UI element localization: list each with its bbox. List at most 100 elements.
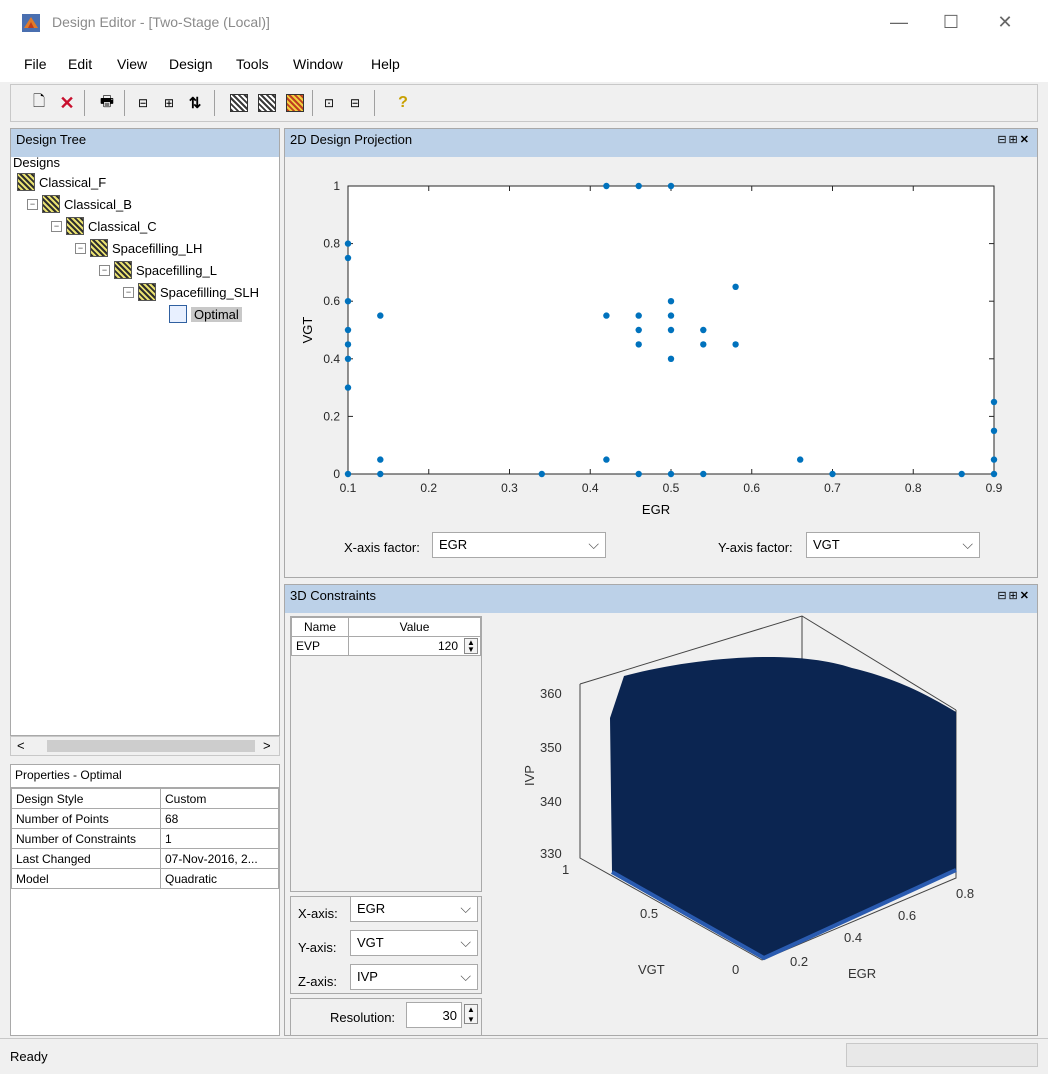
scroll-thumb[interactable] (47, 740, 255, 752)
scroll-right-icon[interactable]: > (263, 738, 271, 753)
menu-tools[interactable]: Tools (236, 56, 269, 72)
split-vertical-icon[interactable]: ⊡ (323, 96, 335, 110)
y-tick-label: 0.6 (323, 294, 340, 308)
design-tree-header: Design Tree (11, 129, 279, 157)
data-point (700, 341, 707, 348)
chevron-down-icon: ⌵ (460, 934, 471, 950)
y-axis-label: VGT (638, 962, 665, 977)
tree-node-optimal[interactable]: Optimal (169, 305, 242, 323)
data-point (344, 254, 352, 262)
collapse-tree-icon[interactable]: ⊟ (137, 96, 149, 110)
tree-node-label: Designs (13, 155, 60, 170)
design-node-icon (66, 217, 84, 235)
split-horizontal-icon[interactable]: ⊟ (349, 96, 361, 110)
menu-window[interactable]: Window (293, 56, 343, 72)
panel-split-buttons[interactable]: ⊟⊞✕ (997, 590, 1031, 602)
constraints-table: Name Value EVP 120 ▲ ▼ (291, 617, 481, 656)
y-tick: 1 (562, 862, 569, 877)
maximize-button[interactable]: ☐ (942, 12, 960, 32)
property-name: Number of Constraints (11, 828, 161, 849)
value-spinner[interactable]: ▲ ▼ (464, 638, 478, 654)
menu-help[interactable]: Help (371, 56, 400, 72)
data-point (990, 398, 998, 406)
design-type-icon[interactable] (228, 92, 250, 114)
tree-node-spacefilling-l[interactable]: − Spacefilling_L (99, 261, 217, 279)
y-axis-dropdown[interactable]: VGT ⌵ (350, 930, 478, 956)
menu-design[interactable]: Design (169, 56, 213, 72)
data-point (344, 355, 352, 362)
optimal-design-icon[interactable] (284, 92, 306, 114)
menu-file[interactable]: File (24, 56, 47, 72)
title-bar: Design Editor - [Two-Stage (Local)] — ☐ … (0, 0, 1048, 44)
y-factor-dropdown[interactable]: VGT ⌵ (806, 532, 980, 558)
data-point (797, 456, 804, 463)
design-node-icon (138, 283, 156, 301)
tree-horizontal-scrollbar[interactable]: < > (10, 736, 280, 756)
z-axis-dropdown[interactable]: IVP ⌵ (350, 964, 478, 990)
constraints-table-container: Name Value EVP 120 ▲ ▼ (290, 616, 482, 892)
data-point (377, 312, 384, 319)
design-node-icon (42, 195, 60, 213)
x-tick-label: 0.1 (340, 481, 357, 495)
data-point (377, 470, 384, 478)
chevron-down-icon: ⌵ (460, 968, 471, 984)
constraints-title: 3D Constraints (290, 588, 376, 603)
toolbar-separator (124, 90, 125, 116)
collapse-icon[interactable]: − (75, 242, 86, 254)
design-type-2-icon[interactable] (256, 92, 278, 114)
x-axis-selector-label: X-axis: (298, 906, 338, 921)
tree-node-designs[interactable]: Designs (13, 155, 60, 170)
collapse-icon[interactable]: − (99, 264, 110, 276)
collapse-icon[interactable]: − (123, 286, 134, 298)
y-axis-selector-label: Y-axis: (298, 940, 337, 955)
constraint-3d-plot: 360 350 340 330 IVP 1 0.5 0 VGT 0.2 0.4 … (522, 615, 974, 981)
close-button[interactable]: ✕ (997, 12, 1013, 32)
menu-view[interactable]: View (117, 56, 148, 72)
resolution-input[interactable]: 30 (406, 1002, 462, 1028)
tree-node-spacefilling-slh[interactable]: − Spacefilling_SLH (123, 283, 259, 301)
delete-icon[interactable]: ✕ (59, 92, 75, 113)
table-node-icon (169, 305, 187, 323)
y-axis-label: VGT (300, 317, 315, 344)
x-tick: 0.2 (790, 954, 808, 969)
sort-icon[interactable]: ⇅ (188, 95, 202, 112)
collapse-icon[interactable]: − (51, 220, 62, 232)
x-axis-value: EGR (357, 901, 386, 916)
menu-edit[interactable]: Edit (68, 56, 93, 72)
data-point (538, 470, 545, 478)
print-icon[interactable]: 🖶 (99, 92, 115, 110)
data-point (344, 384, 352, 391)
x-axis-dropdown[interactable]: EGR ⌵ (350, 896, 478, 922)
data-point (344, 326, 352, 334)
y-tick: 0.5 (640, 906, 658, 921)
column-header: Value (348, 617, 481, 637)
minimize-button[interactable]: — (890, 12, 908, 32)
constraint-value-cell[interactable]: 120 ▲ ▼ (348, 636, 481, 656)
design-node-icon (90, 239, 108, 257)
collapse-icon[interactable]: − (27, 198, 38, 210)
data-point (603, 456, 610, 463)
expand-tree-icon[interactable]: ⊞ (163, 96, 175, 110)
tree-node-label: Spacefilling_SLH (160, 284, 260, 300)
tree-node-classical-c[interactable]: − Classical_C (51, 217, 157, 235)
panel-split-buttons[interactable]: ⊟⊞✕ (997, 134, 1031, 146)
tree-node-spacefilling-lh[interactable]: − Spacefilling_LH (75, 239, 202, 257)
x-tick-label: 0.5 (663, 481, 680, 495)
tree-node-classical-f[interactable]: Classical_F (17, 173, 106, 191)
data-point (635, 341, 642, 348)
design-node-icon (17, 173, 35, 191)
tree-node-classical-b[interactable]: − Classical_B (27, 195, 132, 213)
new-design-icon[interactable]: 🗋 (32, 92, 46, 110)
scroll-left-icon[interactable]: < (17, 738, 25, 753)
data-points (344, 182, 998, 478)
y-factor-label: Y-axis factor: (718, 540, 793, 555)
help-icon[interactable]: ? (398, 94, 408, 111)
resolution-spinner[interactable]: ▲ ▼ (464, 1004, 478, 1024)
x-tick-label: 0.7 (824, 481, 841, 495)
status-text: Ready (10, 1049, 48, 1064)
window-title: Design Editor - [Two-Stage (Local)] (52, 14, 270, 30)
table-row: Number of Constraints 1 (11, 828, 279, 849)
tree-node-label: Classical_F (39, 174, 107, 190)
x-factor-dropdown[interactable]: EGR ⌵ (432, 532, 606, 558)
data-point (732, 341, 739, 348)
